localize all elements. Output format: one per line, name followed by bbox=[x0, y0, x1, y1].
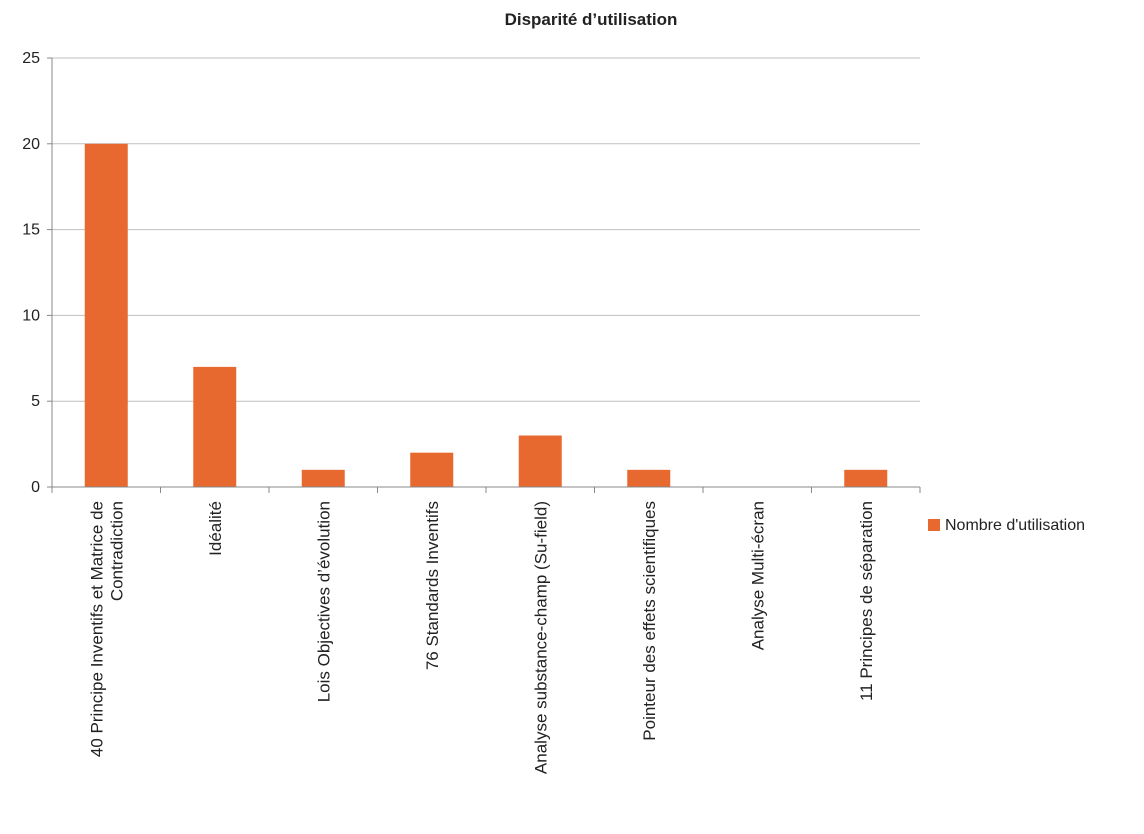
y-tick-label: 0 bbox=[31, 479, 40, 496]
y-tick-labels: 0 5 10 15 20 25 bbox=[22, 50, 40, 496]
bar bbox=[518, 435, 562, 487]
axes bbox=[47, 57, 921, 493]
bar bbox=[627, 469, 671, 487]
legend: Nombre d'utilisation bbox=[928, 517, 1085, 534]
bar bbox=[84, 143, 128, 488]
bar bbox=[301, 469, 345, 487]
legend-swatch bbox=[928, 519, 940, 531]
bar bbox=[844, 469, 888, 487]
bar bbox=[410, 452, 454, 487]
x-tick-label: 11 Principes de séparation bbox=[857, 501, 876, 701]
x-tick-labels: 40 Principe Inventifs et Matrice de Contr… bbox=[87, 501, 876, 774]
y-tick-label: 10 bbox=[22, 307, 40, 324]
x-tick-label: 40 Principe Inventifs et Matrice de bbox=[87, 501, 106, 757]
bars bbox=[84, 143, 888, 488]
x-tick-label: 76 Standards Inventifs bbox=[423, 501, 442, 670]
x-tick-label: Analyse Multi-écran bbox=[748, 501, 767, 650]
bar bbox=[193, 366, 237, 487]
x-tick-label: Lois Objectives d’évolution bbox=[314, 501, 333, 702]
chart-title: Disparité d’utilisation bbox=[505, 10, 678, 29]
legend-label: Nombre d'utilisation bbox=[945, 517, 1085, 534]
x-tick-label: Contradiction bbox=[107, 501, 126, 601]
y-tick-label: 5 bbox=[31, 393, 40, 410]
y-tick-label: 20 bbox=[22, 136, 40, 153]
y-tick-label: 15 bbox=[22, 222, 40, 239]
x-tick-label: Idéalité bbox=[206, 501, 225, 556]
y-tick-label: 25 bbox=[22, 50, 40, 67]
x-tick-label: Pointeur des effets scientifiques bbox=[640, 501, 659, 741]
gridlines bbox=[52, 57, 920, 402]
x-tick-label: Analyse substance-champ (Su-field) bbox=[531, 501, 550, 774]
